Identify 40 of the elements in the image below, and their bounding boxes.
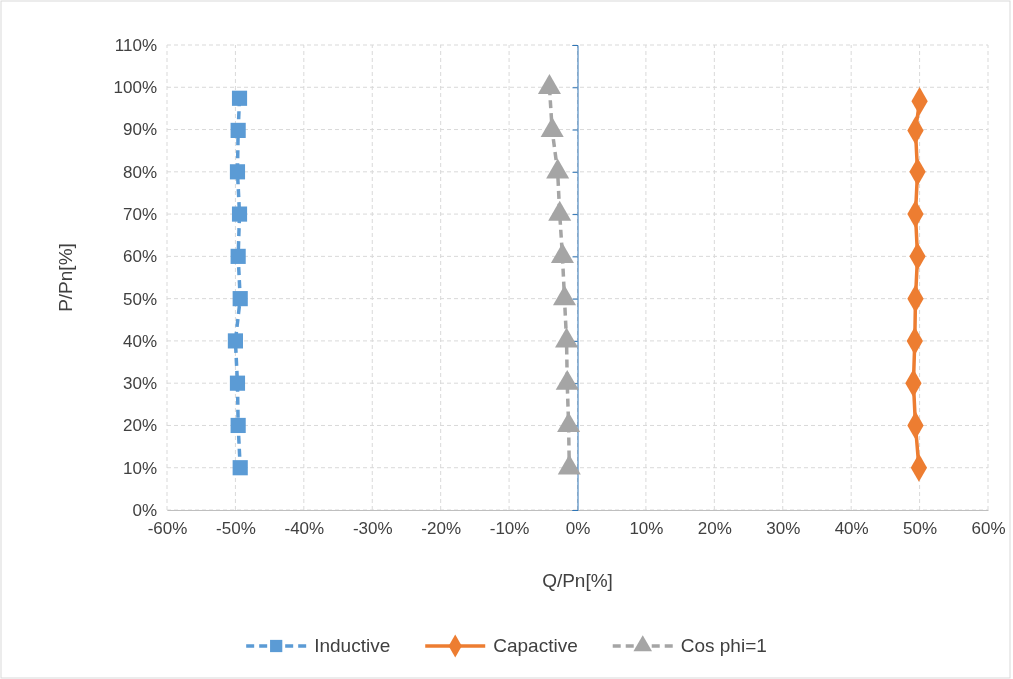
point <box>229 164 246 180</box>
x-tick-label: -30% <box>352 519 393 539</box>
x-tick-label: 20% <box>697 519 732 539</box>
y-axis-title: P/Pn[%] <box>55 243 76 312</box>
point <box>231 206 248 222</box>
y-tick-label: 50% <box>122 289 157 309</box>
point <box>230 248 246 264</box>
legend-label: Cos phi=1 <box>680 635 767 656</box>
point <box>230 122 246 138</box>
y-tick-label: 110% <box>114 35 157 55</box>
y-tick-label: 40% <box>122 331 157 351</box>
y-tick-label: 80% <box>122 162 157 182</box>
x-tick-label: -40% <box>284 519 325 539</box>
point <box>231 90 248 106</box>
point <box>229 375 246 391</box>
x-tick-label: 40% <box>834 519 869 539</box>
y-tick-label: 20% <box>122 416 157 436</box>
x-tick-label: 50% <box>903 519 938 539</box>
x-tick-label: 30% <box>766 519 801 539</box>
x-tick-label: -10% <box>489 519 530 539</box>
y-tick-label: 30% <box>122 374 157 394</box>
point <box>227 333 243 349</box>
y-tick-label: 10% <box>122 458 157 478</box>
y-tick-label: 60% <box>122 247 157 267</box>
x-tick-label: -60% <box>147 519 188 539</box>
x-axis-title: Q/Pn[%] <box>542 570 613 591</box>
x-tick-label: 60% <box>971 519 1006 539</box>
y-tick-label: 100% <box>113 78 157 98</box>
point <box>232 291 248 307</box>
y-tick-label: 90% <box>122 120 157 140</box>
x-tick-label: 10% <box>629 519 664 539</box>
legend-label: Capactive <box>493 635 578 656</box>
y-tick-label: 70% <box>122 205 157 225</box>
point <box>230 417 246 434</box>
point <box>232 460 248 476</box>
x-tick-label: -50% <box>216 519 256 539</box>
legend-label: Inductive <box>314 635 391 656</box>
x-tick-label: -20% <box>421 519 462 539</box>
y-tick-label: 0% <box>132 500 157 520</box>
x-tick-label: 0% <box>565 519 591 539</box>
